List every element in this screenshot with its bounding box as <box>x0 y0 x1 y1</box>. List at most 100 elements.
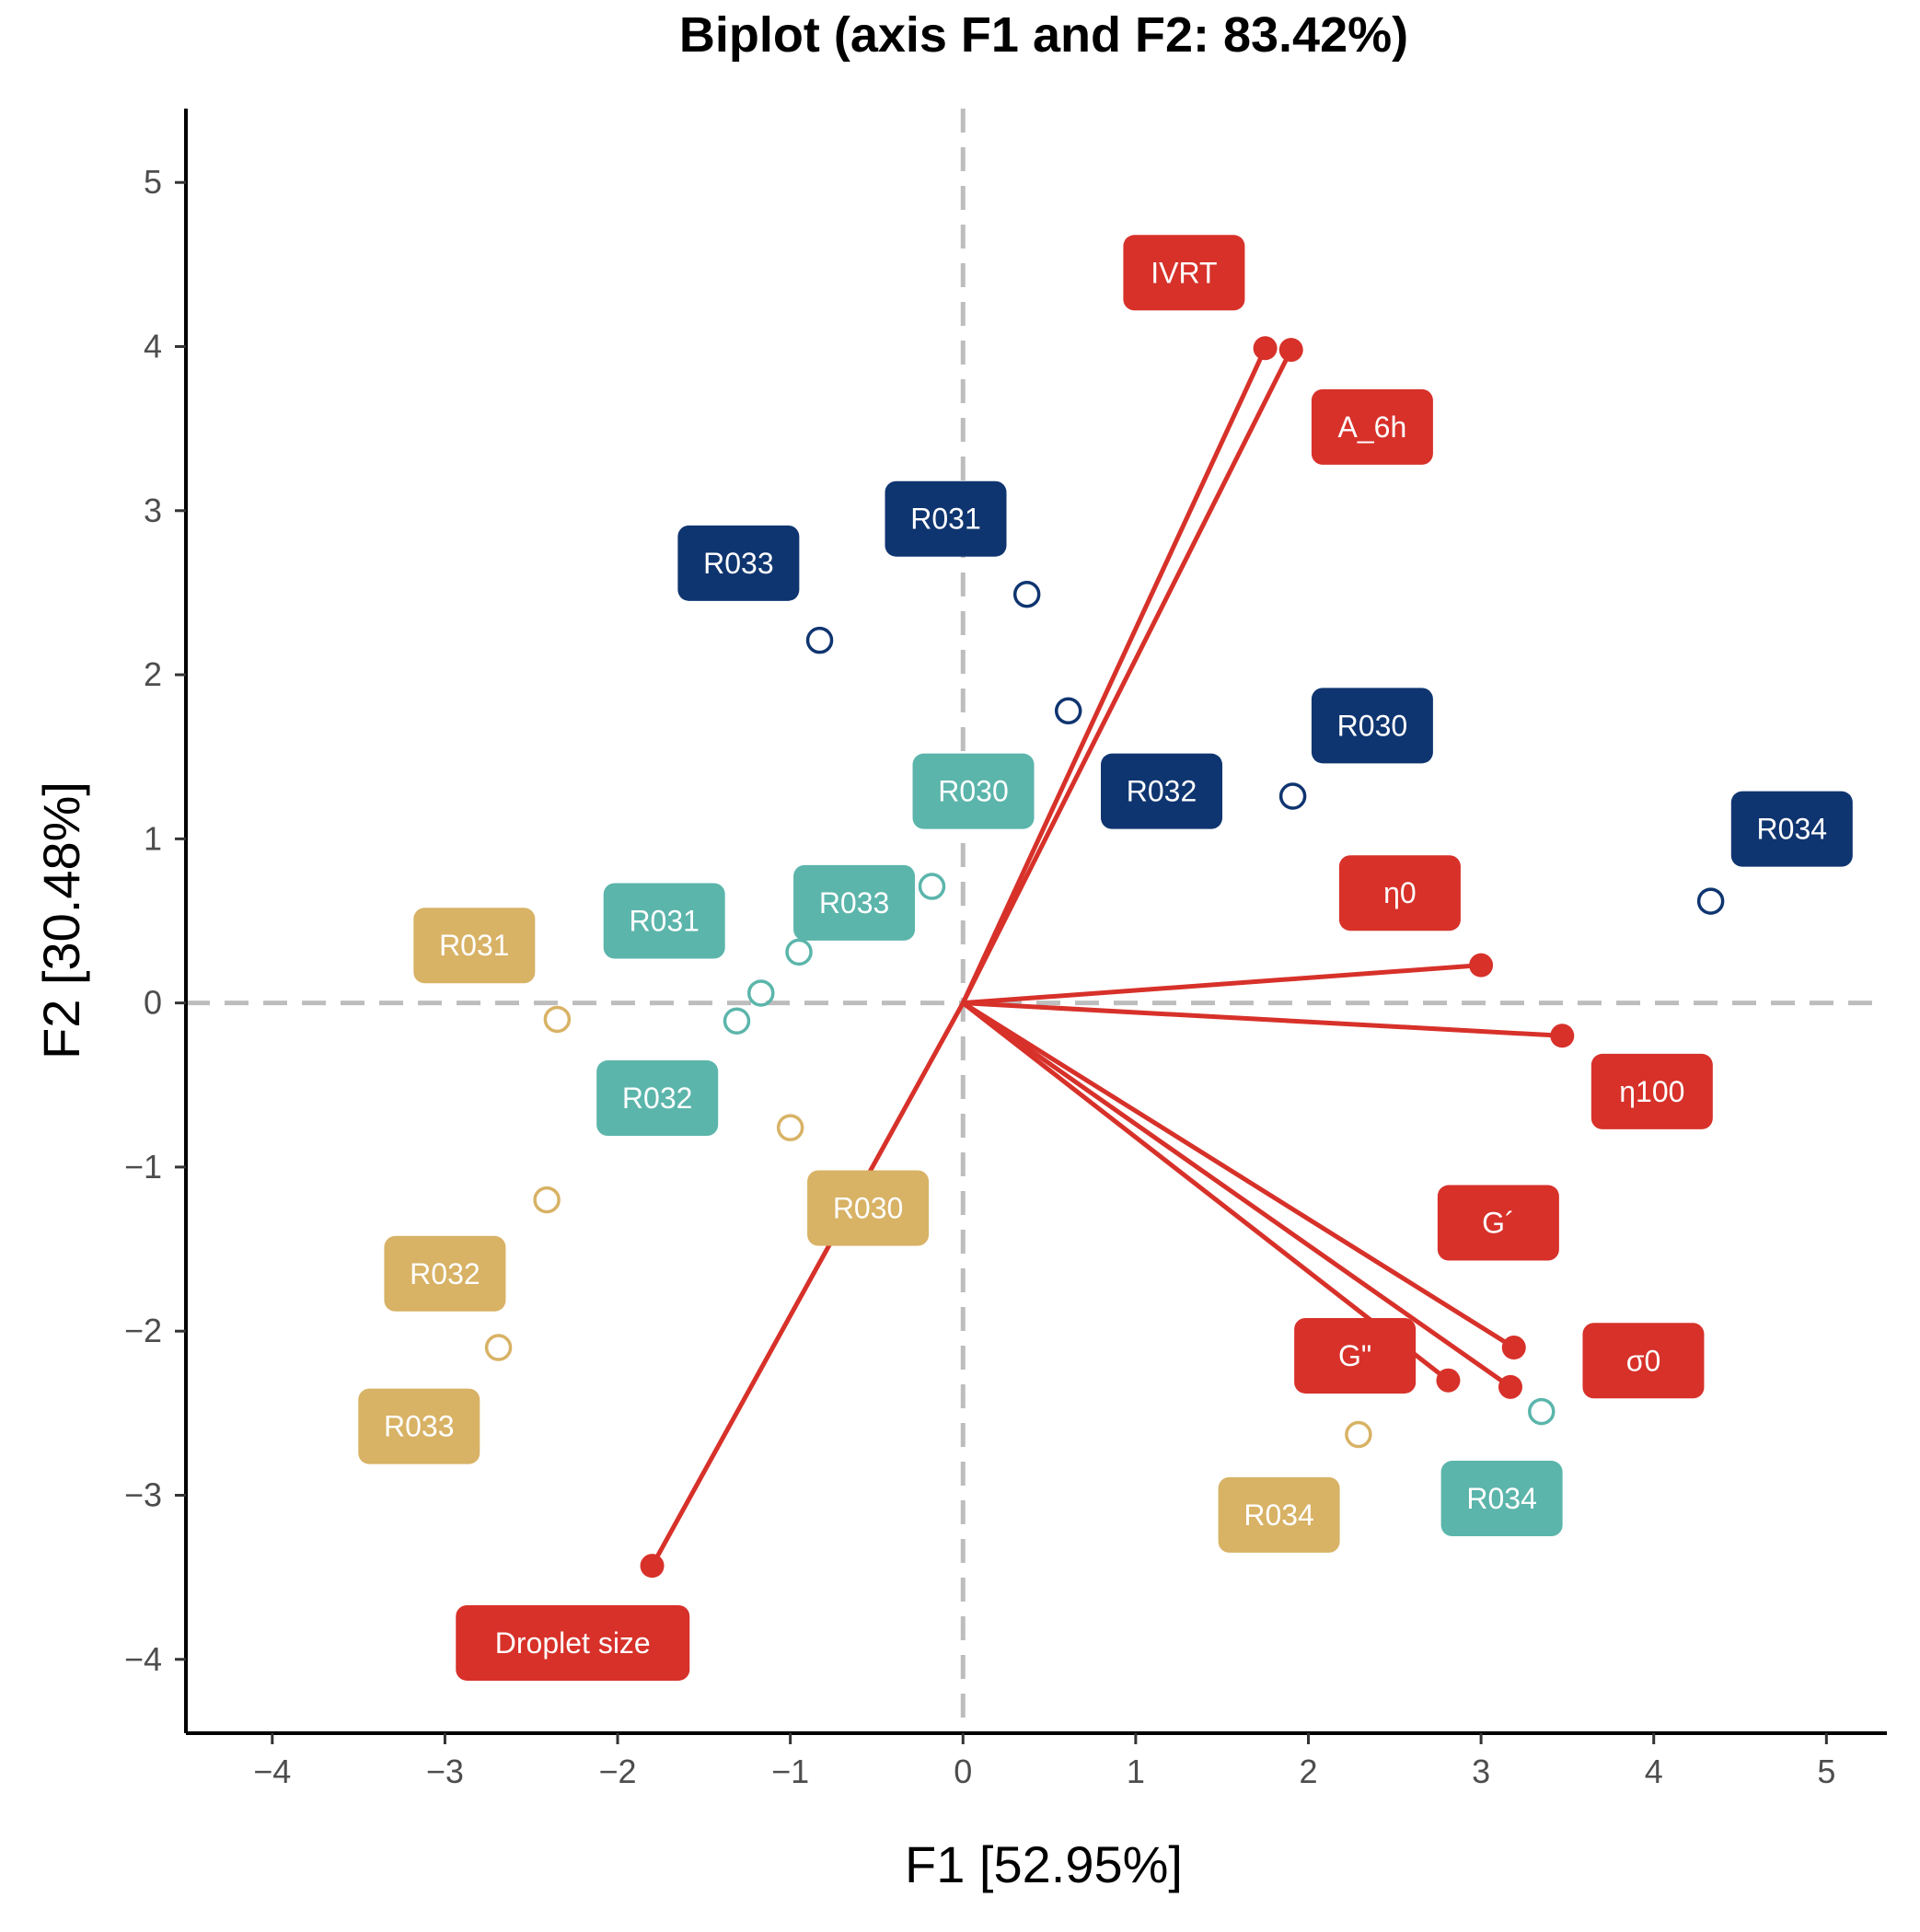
axes: −4 −3 −2 −1 0 1 2 3 4 5 −4 −3 −2 −1 0 1 2 3 4 5 <box>124 109 1887 1790</box>
observation-label-text: R033 <box>384 1410 455 1443</box>
x-tick-label: 4 <box>1645 1753 1663 1790</box>
observation-label-box <box>885 480 1007 557</box>
observation-label-box <box>603 883 725 959</box>
x-tick-label: −2 <box>599 1753 637 1790</box>
y-tick-label: 5 <box>144 163 162 201</box>
variable-arrows <box>640 336 1575 1579</box>
point-labels: IVRT A_6h η0 η100 G´ G" σ0 Droplet size R033 R031… <box>358 235 1853 1681</box>
observation-label-box <box>793 864 916 941</box>
observation-label-box <box>912 753 1035 829</box>
x-tick-label: −1 <box>771 1753 809 1790</box>
x-tick-label: 3 <box>1472 1753 1490 1790</box>
x-tick-label: 0 <box>954 1753 972 1790</box>
observation-label-text: R032 <box>410 1257 480 1290</box>
observation-label: R032 <box>1101 753 1223 829</box>
observation-label: R030 <box>807 1170 930 1246</box>
observation-label: R032 <box>384 1235 506 1312</box>
variable-arrow <box>960 1001 1517 1350</box>
variable-arrow-head <box>640 1554 665 1579</box>
observation-label-text: R032 <box>1127 775 1197 808</box>
observation-points <box>484 580 1725 1449</box>
y-tick-label: 3 <box>144 492 162 529</box>
observation-label-text: R031 <box>439 929 510 962</box>
variable-label-box <box>1582 1323 1705 1399</box>
variable-arrow-head <box>1436 1368 1461 1393</box>
variable-label-box <box>456 1604 690 1681</box>
variable-arrow <box>960 345 1268 1006</box>
variable-label-text: G´ <box>1482 1207 1515 1240</box>
x-tick-label: −4 <box>253 1753 291 1790</box>
observation-label: R030 <box>1311 688 1433 764</box>
variable-label: σ0 <box>1582 1323 1705 1399</box>
observation-label: R030 <box>912 753 1035 829</box>
variable-label-text: η0 <box>1383 876 1417 909</box>
x-tick-label: 5 <box>1817 1753 1835 1790</box>
variable-label-box <box>1311 388 1433 465</box>
variable-arrow <box>960 1001 1565 1038</box>
variable-arrow-head <box>1501 1336 1526 1360</box>
variable-label-box <box>1338 855 1461 931</box>
observation-point <box>1278 782 1307 810</box>
x-tick-label: −3 <box>426 1753 464 1790</box>
observation-label-text: R034 <box>1243 1498 1314 1532</box>
observation-label: R031 <box>603 883 725 959</box>
observation-point <box>1345 1420 1372 1449</box>
variable-arrow <box>960 1001 1451 1383</box>
observation-point <box>543 1005 572 1034</box>
y-axis-title: F2 [30.48%] <box>32 781 90 1059</box>
observation-label-box <box>1440 1461 1563 1537</box>
variable-label-text: Droplet size <box>495 1626 651 1660</box>
observation-label-text: R030 <box>938 775 1009 808</box>
observation-label: R032 <box>596 1060 719 1137</box>
variable-arrow <box>960 1001 1513 1390</box>
observation-point <box>1054 697 1082 725</box>
observation-label: R033 <box>793 864 916 941</box>
variable-arrow-head <box>1253 336 1278 361</box>
variable-label: Droplet size <box>456 1604 690 1681</box>
variable-label-text: σ0 <box>1626 1344 1661 1377</box>
observation-label-text: R031 <box>629 905 700 938</box>
observation-point <box>785 938 813 966</box>
variable-arrow-head <box>1469 953 1494 978</box>
variable-label-box <box>1294 1317 1417 1394</box>
variable-label: A_6h <box>1311 388 1433 465</box>
y-tick-label: 1 <box>144 819 162 857</box>
observation-label: R033 <box>358 1388 480 1464</box>
observation-label: R034 <box>1440 1461 1563 1537</box>
y-tick-label: −2 <box>124 1312 162 1349</box>
observation-label-text: R032 <box>622 1082 693 1115</box>
observation-label-box <box>1730 791 1853 867</box>
observation-label: R033 <box>677 525 800 601</box>
observation-label-box <box>807 1170 930 1246</box>
variable-arrow <box>960 347 1294 1006</box>
observation-label-text: R034 <box>1466 1482 1537 1515</box>
x-axis-title: F1 [52.95%] <box>905 1835 1183 1893</box>
variable-label: η0 <box>1338 855 1461 931</box>
observation-label-text: R033 <box>703 547 774 580</box>
y-tick-label: −4 <box>124 1640 162 1678</box>
observation-label-text: R033 <box>819 886 890 920</box>
variable-arrow-head <box>1498 1374 1523 1399</box>
observation-label-box <box>596 1060 719 1137</box>
observation-label: R034 <box>1218 1476 1340 1553</box>
y-tick-label: 4 <box>144 328 162 365</box>
variable-label-text: G" <box>1338 1339 1371 1372</box>
observation-label: R031 <box>885 480 1007 557</box>
y-tick-label: 2 <box>144 655 162 693</box>
observation-point <box>918 873 946 900</box>
variable-label-box <box>1590 1053 1713 1129</box>
observation-point <box>805 626 834 654</box>
observation-point <box>1696 887 1725 915</box>
observation-label-text: R031 <box>910 503 981 536</box>
variable-label: G´ <box>1437 1185 1559 1261</box>
x-tick-label: 2 <box>1299 1753 1317 1790</box>
observation-label-box <box>677 525 800 601</box>
observation-point <box>1528 1397 1556 1426</box>
variable-label-box <box>1123 235 1245 311</box>
y-tick-label: −1 <box>124 1148 162 1186</box>
observation-label-box <box>384 1235 506 1312</box>
observation-label-box <box>1311 688 1433 764</box>
x-tick-label: 1 <box>1127 1753 1145 1790</box>
observation-label-box <box>1218 1476 1340 1553</box>
